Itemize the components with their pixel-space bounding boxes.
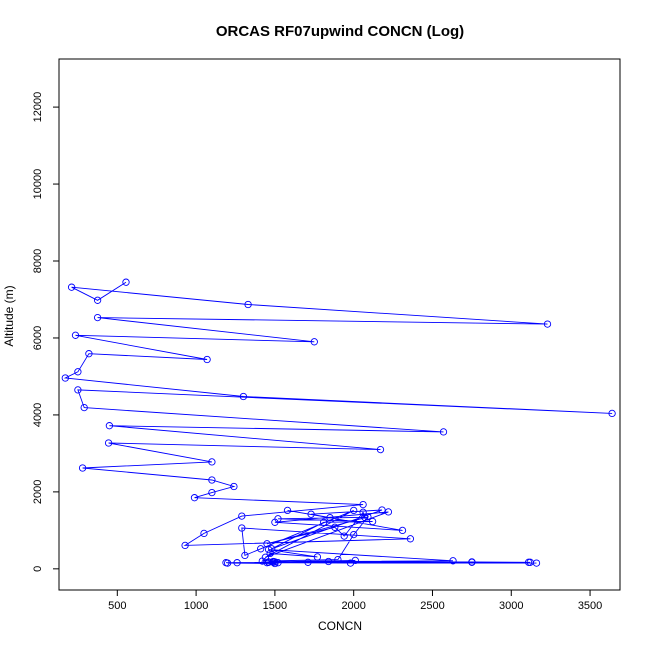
x-tick-label: 500: [108, 600, 126, 612]
data-point: [222, 559, 230, 567]
data-point: [524, 558, 533, 566]
y-tick-label: 0: [32, 566, 44, 572]
series-concn: [61, 278, 616, 568]
data-point: [239, 392, 248, 401]
x-tick-label: 3000: [499, 600, 523, 612]
data-point: [105, 422, 114, 430]
data-point: [543, 320, 552, 328]
data-point: [74, 386, 82, 394]
data-point: [244, 300, 252, 309]
x-tick-label: 2000: [341, 600, 365, 612]
data-point: [532, 559, 541, 567]
data-point: [359, 508, 367, 516]
data-point: [449, 557, 457, 565]
data-point: [324, 557, 333, 566]
data-point: [230, 482, 238, 491]
data-point: [104, 439, 113, 447]
data-point: [190, 494, 199, 502]
x-axis: 500 1000 1500 2000 2500 3000 3500: [108, 590, 602, 612]
x-tick-label: 3500: [578, 600, 602, 612]
data-point: [67, 283, 76, 291]
data-point: [61, 374, 69, 382]
x-tick-label: 1000: [184, 600, 208, 612]
data-point: [361, 513, 369, 521]
data-point: [241, 551, 249, 560]
data-point: [350, 530, 358, 539]
y-axis: 0 2000 4000 6000 8000 10000 12000: [32, 92, 59, 572]
data-point: [93, 296, 102, 304]
data-point: [359, 500, 367, 509]
data-point: [238, 512, 246, 520]
data-point: [269, 558, 277, 566]
data-point: [326, 514, 334, 522]
data-point: [78, 464, 87, 472]
data-point: [304, 558, 312, 566]
data-point: [274, 559, 282, 567]
data-point: [608, 409, 616, 418]
chart-title: ORCAS RF07upwind CONCN (Log): [216, 23, 464, 40]
plot-frame: [58, 58, 621, 591]
y-axis-label: Altitude (m): [2, 285, 16, 346]
data-point: [406, 535, 415, 543]
data-point: [181, 541, 189, 550]
y-tick-label: 12000: [32, 92, 44, 123]
data-point: [368, 517, 377, 526]
x-tick-label: 1500: [263, 600, 287, 612]
data-point: [376, 445, 385, 454]
y-tick-label: 10000: [32, 169, 44, 200]
data-point: [80, 403, 88, 412]
data-point: [346, 559, 355, 567]
data-point: [350, 506, 358, 515]
data-point: [200, 529, 208, 538]
data-point: [208, 488, 216, 497]
data-point: [208, 458, 216, 466]
data-point: [331, 523, 339, 531]
x-tick-label: 2500: [420, 600, 444, 612]
data-point: [264, 545, 273, 554]
data-point: [233, 559, 241, 567]
data-point: [439, 428, 448, 436]
data-point: [307, 510, 315, 518]
data-point: [313, 553, 322, 561]
data-point: [93, 313, 102, 322]
data-point: [74, 368, 82, 376]
data-point: [340, 532, 348, 540]
y-tick-label: 4000: [32, 403, 44, 427]
data-point: [85, 350, 93, 358]
data-point: [364, 513, 372, 521]
data-point: [268, 545, 276, 553]
data-point: [320, 518, 328, 526]
y-tick-label: 2000: [32, 480, 44, 504]
data-point: [266, 549, 274, 558]
y-tick-label: 8000: [32, 249, 44, 273]
x-axis-label: CONCN: [318, 619, 362, 633]
data-point: [283, 506, 292, 515]
data-point: [310, 338, 318, 346]
data-point: [398, 526, 407, 535]
data-point: [334, 555, 342, 564]
series-line: [63, 281, 613, 564]
data-point: [203, 355, 211, 364]
data-point: [378, 506, 386, 514]
data-point: [468, 558, 476, 566]
data-point: [384, 508, 393, 516]
data-point: [264, 558, 273, 566]
data-point: [122, 278, 130, 286]
y-tick-label: 6000: [32, 326, 44, 350]
data-point: [274, 515, 282, 523]
data-point: [71, 331, 80, 339]
data-point: [257, 545, 265, 553]
data-point: [238, 524, 246, 532]
data-point: [208, 476, 216, 484]
